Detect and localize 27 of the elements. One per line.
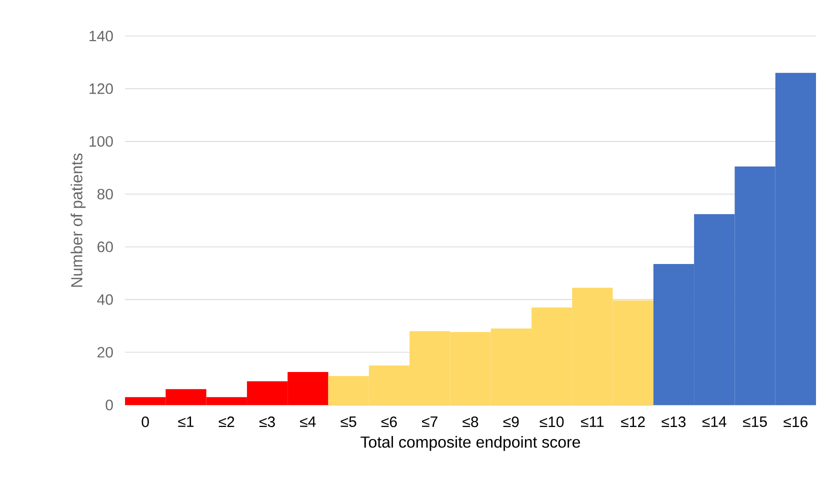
y-tick-label: 140 [90, 30, 113, 42]
y-tick-label: 20 [98, 346, 113, 358]
y-tick-label: 40 [97, 294, 113, 305]
y-tick-label: 120 [90, 83, 113, 94]
x-tick-label: ≤15 [743, 416, 767, 427]
x-tick-label: ≤16 [784, 416, 808, 428]
x-tick-label: ≤7 [422, 416, 438, 427]
x-tick-label: ≤10 [540, 416, 564, 428]
x-tick-label: ≤8 [462, 416, 478, 428]
x-tick-label: ≤6 [381, 416, 397, 428]
y-tick-label: 100 [90, 136, 113, 147]
x-tick-label: ≤11 [581, 416, 604, 427]
x-tick-label: ≤13 [662, 416, 686, 428]
y-tick-label: 60 [98, 242, 113, 252]
y-axis-title: Number of patients [70, 154, 86, 287]
x-tick-label: ≤9 [503, 416, 519, 428]
x-tick-label: ≤12 [621, 416, 645, 427]
x-tick-label: ≤5 [340, 416, 356, 427]
x-tick-label: ≤3 [259, 416, 275, 428]
x-tick-label: ≤1 [178, 416, 194, 427]
x-tick-label: ≤4 [300, 416, 316, 427]
x-tick-label: 0 [142, 416, 149, 428]
x-tick-label: ≤14 [702, 416, 726, 427]
y-tick-label: 80 [97, 188, 113, 200]
x-tick-label: ≤2 [218, 416, 234, 427]
x-axis-title: Total composite endpoint score [360, 436, 580, 451]
y-tick-label: 0 [106, 400, 113, 410]
